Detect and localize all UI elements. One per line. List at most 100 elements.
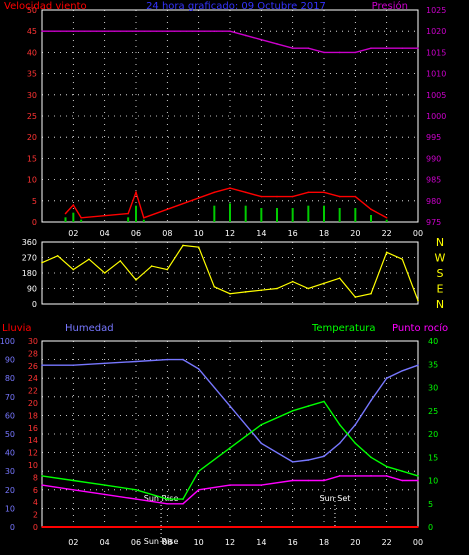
humidity-point xyxy=(72,364,75,366)
humidity-tick-label: 10 xyxy=(5,504,15,513)
direction-point xyxy=(213,285,216,288)
wind-speed-bar xyxy=(64,217,67,222)
wind-speed-bar xyxy=(80,219,83,222)
climate-x-tick-label: 10 xyxy=(194,538,204,547)
humidity-point xyxy=(307,459,310,461)
pressure-point xyxy=(72,30,75,32)
wind-tick-label: 20 xyxy=(27,133,37,142)
rain-tick-label: 2 xyxy=(33,511,38,520)
temperature-point xyxy=(401,470,404,473)
wind-x-tick-label: 10 xyxy=(194,229,204,238)
sunrise-label: Sun Rise xyxy=(144,494,179,503)
wind-gust-line xyxy=(64,187,388,219)
wind-point xyxy=(80,216,82,219)
pressure-point xyxy=(229,30,231,32)
dewpoint-point xyxy=(385,475,388,477)
direction-point xyxy=(354,296,357,298)
direction-point xyxy=(401,258,404,261)
direction-point xyxy=(41,261,43,264)
compass-label: N xyxy=(436,236,444,249)
temperature-tick-label: 25 xyxy=(428,407,438,416)
pressure-point xyxy=(401,47,404,49)
direction-point xyxy=(197,246,200,248)
wind-x-tick-label: 18 xyxy=(319,229,329,238)
wind-point xyxy=(72,204,75,206)
rain-tick-label: 8 xyxy=(33,473,38,482)
humidity-tick-label: 40 xyxy=(5,449,15,458)
pressure-point xyxy=(244,34,247,37)
humidity-point xyxy=(385,377,388,380)
pressure-tick-label: 995 xyxy=(426,133,441,142)
climate-plot-frame xyxy=(41,340,419,528)
rain-axis-title: Lluvia xyxy=(2,323,32,334)
temperature-tick-label: 10 xyxy=(428,477,438,486)
dewpoint-point xyxy=(323,479,325,482)
wind-x-tick-label: 00 xyxy=(413,229,423,238)
rain-tick-label: 12 xyxy=(28,449,38,458)
wind-tick-label: 35 xyxy=(27,70,37,79)
direction-point xyxy=(182,244,184,247)
wind-tick-label: 40 xyxy=(27,48,37,57)
rain-tick-label: 4 xyxy=(33,498,38,507)
rain-point xyxy=(41,526,43,528)
wind-point xyxy=(127,212,129,215)
wind-point xyxy=(135,191,137,194)
dewpoint-point xyxy=(370,475,372,477)
wind-speed-bar xyxy=(135,205,137,222)
wind-speed-bar xyxy=(213,205,216,222)
climate-x-tick-label: 22 xyxy=(382,538,392,547)
wind-point xyxy=(354,195,357,198)
wind-point xyxy=(143,216,145,219)
dewpoint-point xyxy=(291,479,294,482)
wind-point xyxy=(64,212,67,215)
wind-speed-bar xyxy=(338,208,341,222)
wind-tick-label: 10 xyxy=(27,176,37,185)
wind-point xyxy=(291,195,294,198)
compass-label: W xyxy=(435,252,446,265)
wind-tick-label: 30 xyxy=(27,91,37,100)
climate-x-tick-label: 08 xyxy=(162,538,172,547)
temperature-tick-label: 0 xyxy=(428,523,433,532)
temperature-point xyxy=(307,405,310,407)
direction-point xyxy=(244,291,247,293)
pressure-point xyxy=(417,47,419,49)
wind-speed-bar xyxy=(385,219,388,222)
pressure-point xyxy=(135,30,137,32)
humidity-point xyxy=(166,358,169,361)
dewpoint-point xyxy=(307,479,310,482)
temperature-point xyxy=(338,423,341,426)
rain-tick-label: 24 xyxy=(28,374,38,383)
temperature-point xyxy=(72,479,75,482)
rain-tick-label: 26 xyxy=(28,362,38,371)
direction-point xyxy=(72,268,75,271)
direction-tick-label: 360 xyxy=(22,238,37,247)
wind-point xyxy=(244,191,247,194)
dewpoint-axis-title: Punto rocío xyxy=(392,322,448,334)
temperature-point xyxy=(385,465,388,468)
pressure-tick-label: 1015 xyxy=(426,48,446,57)
pressure-point xyxy=(276,43,278,45)
dewpoint-point xyxy=(401,479,404,482)
wind-speed-bar xyxy=(72,212,75,222)
humidity-point xyxy=(338,442,341,445)
wind-x-tick-label: 22 xyxy=(382,229,392,238)
wind-point xyxy=(213,191,216,194)
pressure-point xyxy=(103,30,106,32)
climate-x-tick-label: 16 xyxy=(288,538,298,547)
temperature-tick-label: 30 xyxy=(428,384,438,393)
pressure-tick-label: 980 xyxy=(426,197,441,206)
humidity-line xyxy=(42,358,419,463)
direction-point xyxy=(276,287,278,290)
compass-label: N xyxy=(436,298,444,311)
wind-x-tick-label: 20 xyxy=(350,229,360,238)
wind-point xyxy=(338,195,341,198)
direction-point xyxy=(229,292,231,295)
sunset-label: Sun Set xyxy=(320,494,351,503)
wind-tick-label: 15 xyxy=(27,154,37,163)
sunrise-bottom-label: Sun Rise xyxy=(144,537,179,546)
direction-point xyxy=(323,282,325,285)
humidity-point xyxy=(291,461,294,463)
wind-speed-bar xyxy=(323,205,325,222)
dewpoint-point xyxy=(72,489,75,491)
direction-point xyxy=(150,265,153,267)
